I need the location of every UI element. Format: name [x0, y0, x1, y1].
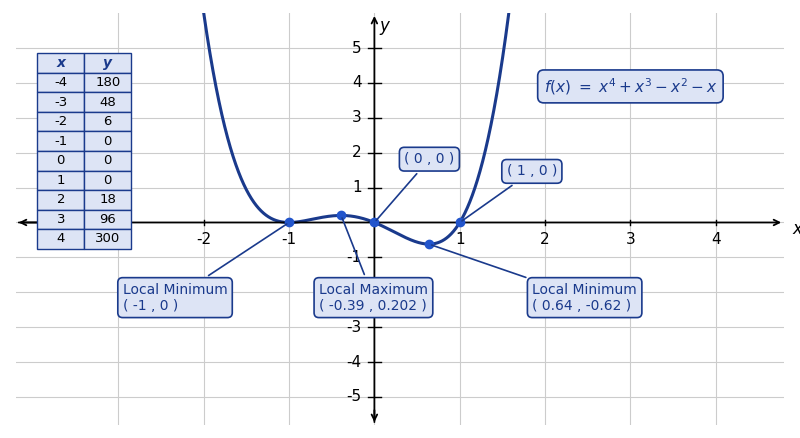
Text: 0: 0: [103, 174, 112, 187]
FancyBboxPatch shape: [38, 209, 84, 229]
Text: Local Minimum
( 0.64 , -0.62 ): Local Minimum ( 0.64 , -0.62 ): [432, 245, 637, 313]
Text: -1: -1: [346, 250, 362, 265]
FancyBboxPatch shape: [84, 92, 131, 112]
Text: 3: 3: [352, 110, 362, 125]
FancyBboxPatch shape: [84, 73, 131, 92]
Text: 48: 48: [99, 95, 116, 109]
Text: 6: 6: [103, 115, 112, 128]
Text: 2: 2: [352, 145, 362, 160]
Text: -3: -3: [54, 95, 67, 109]
FancyBboxPatch shape: [38, 151, 84, 170]
Text: 0: 0: [103, 154, 112, 167]
Text: 1: 1: [57, 174, 65, 187]
FancyBboxPatch shape: [84, 229, 131, 249]
Text: 18: 18: [99, 193, 116, 206]
FancyBboxPatch shape: [38, 229, 84, 249]
Text: $f(x)\ =\ x^4 + x^3 - x^2 - x$: $f(x)\ =\ x^4 + x^3 - x^2 - x$: [544, 76, 717, 97]
FancyBboxPatch shape: [38, 112, 84, 131]
FancyBboxPatch shape: [38, 53, 84, 73]
FancyBboxPatch shape: [84, 209, 131, 229]
Text: -4: -4: [54, 76, 67, 89]
Text: -1: -1: [282, 232, 297, 247]
FancyBboxPatch shape: [84, 151, 131, 170]
FancyBboxPatch shape: [38, 190, 84, 209]
Text: Local Maximum
( -0.39 , 0.202 ): Local Maximum ( -0.39 , 0.202 ): [319, 218, 428, 313]
Text: 2: 2: [540, 232, 550, 247]
Text: -4: -4: [346, 354, 362, 370]
Text: 4: 4: [57, 233, 65, 245]
FancyBboxPatch shape: [38, 131, 84, 151]
Text: 3: 3: [626, 232, 635, 247]
Text: -1: -1: [54, 135, 67, 148]
Text: y: y: [103, 56, 112, 70]
Text: -2: -2: [54, 115, 67, 128]
Text: 180: 180: [95, 76, 120, 89]
FancyBboxPatch shape: [84, 190, 131, 209]
Text: 0: 0: [57, 154, 65, 167]
Text: -2: -2: [196, 232, 211, 247]
Text: 1: 1: [352, 180, 362, 195]
Text: x: x: [56, 56, 66, 70]
Text: 4: 4: [352, 75, 362, 90]
FancyBboxPatch shape: [84, 170, 131, 190]
FancyBboxPatch shape: [84, 131, 131, 151]
Text: ( 1 , 0 ): ( 1 , 0 ): [462, 164, 557, 221]
Text: 4: 4: [711, 232, 721, 247]
Text: ( 0 , 0 ): ( 0 , 0 ): [376, 152, 454, 220]
FancyBboxPatch shape: [84, 53, 131, 73]
Text: -2: -2: [346, 285, 362, 300]
Text: y: y: [380, 17, 390, 35]
Text: -5: -5: [346, 389, 362, 404]
Text: 96: 96: [99, 213, 116, 226]
Text: 0: 0: [103, 135, 112, 148]
FancyBboxPatch shape: [38, 92, 84, 112]
FancyBboxPatch shape: [38, 73, 84, 92]
Text: 2: 2: [57, 193, 65, 206]
Text: 1: 1: [455, 232, 465, 247]
Text: -3: -3: [110, 232, 126, 247]
Text: 5: 5: [352, 41, 362, 56]
Text: -3: -3: [346, 320, 362, 335]
Text: 300: 300: [95, 233, 120, 245]
FancyBboxPatch shape: [84, 112, 131, 131]
Text: 3: 3: [57, 213, 65, 226]
Text: Local Minimum
( -1 , 0 ): Local Minimum ( -1 , 0 ): [122, 224, 286, 313]
Text: x: x: [793, 220, 800, 238]
FancyBboxPatch shape: [38, 170, 84, 190]
